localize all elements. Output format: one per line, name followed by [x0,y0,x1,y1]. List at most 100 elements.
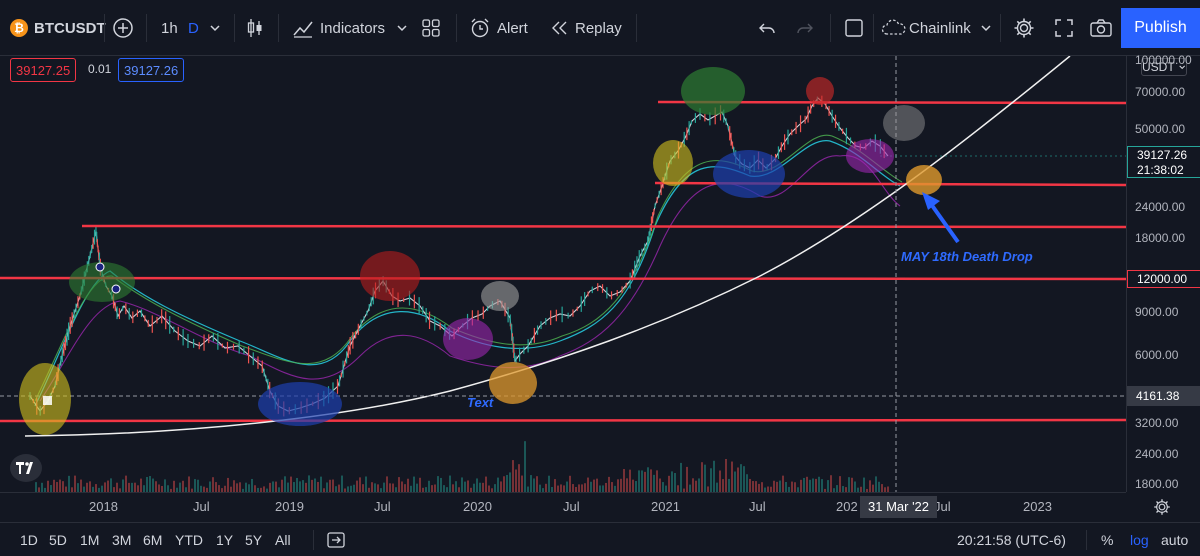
volume-bar [719,470,721,492]
volume-bar [800,479,802,492]
volume-bar [767,486,769,492]
replay-button[interactable]: Replay [550,0,622,56]
volume-bar [83,486,85,492]
volume-bar [536,476,538,492]
indicators-button[interactable]: Indicators [292,0,385,56]
range-all-button[interactable]: All [275,523,291,556]
tradingview-logo[interactable] [10,454,42,482]
arrow-shaft [929,202,960,244]
publish-button[interactable]: Publish [1121,8,1200,48]
volume-bar [380,488,382,492]
chart-settings-button[interactable] [1153,498,1171,521]
redo-button[interactable] [795,0,815,56]
price-tick: 24000.00 [1135,200,1186,214]
volume-bar [608,476,610,492]
symbol-search[interactable]: ₿ BTCUSDT [10,0,106,56]
compare-button[interactable] [112,0,134,56]
volume-bar [722,479,724,492]
settings-button[interactable] [1013,0,1035,56]
volume-bar [668,475,670,492]
death-drop-annotation[interactable]: MAY 18th Death Drop [901,249,1033,264]
range-1y-button[interactable]: 1Y [216,523,233,556]
indicators-icon [293,21,313,38]
layout-select-button[interactable] [844,0,864,56]
price-scale[interactable]: USDT 100000.00 70000.00 50000.00 24000.0… [1126,53,1200,492]
volume-bar [305,482,307,492]
range-5y-button[interactable]: 5Y [245,523,262,556]
chart-type-button[interactable] [245,0,265,56]
time-axis[interactable]: 2018 Jul 2019 Jul 2020 Jul 2021 Jul 202 … [0,492,1170,522]
price-tick: 1800.00 [1135,477,1179,491]
snapshot-button[interactable] [1089,0,1113,56]
time-tick: 2023 [1023,499,1052,514]
interval-1h-label: 1h [161,19,178,37]
volume-bar [71,487,73,492]
volume-bar [134,482,136,492]
interval-d-button[interactable]: D [188,0,199,56]
auto-scale-toggle[interactable]: auto [1161,523,1188,556]
fullscreen-button[interactable] [1054,0,1074,56]
current-price-tag: 39127.26 21:38:02 [1127,146,1200,178]
volume-bar [509,472,511,492]
indicators-label: Indicators [320,19,386,37]
volume-bar [146,476,148,492]
volume-bar [653,474,655,492]
log-scale-toggle[interactable]: log [1130,523,1149,556]
bid-price-box[interactable]: 39127.25 [10,58,77,82]
volume-bar [77,483,79,492]
chart-canvas[interactable]: MAY 18th Death Drop Text 39127.25 0.01 3… [0,56,1126,492]
range-label: All [275,532,291,548]
volume-bar [245,482,247,492]
top-toolbar: ₿ BTCUSDT 1h D Indicators Alert Replay [0,0,1200,56]
volume-bar [311,479,313,492]
range-3m-button[interactable]: 3M [112,523,131,556]
bitcoin-icon: ₿ [10,19,28,37]
range-ytd-button[interactable]: YTD [175,523,203,556]
volume-bar [518,464,520,492]
templates-button[interactable] [421,0,441,56]
volume-bar [185,487,187,492]
layout-grid-icon [422,19,440,37]
volume-bar [140,478,142,492]
interval-dropdown[interactable] [208,0,222,56]
volume-bar [233,480,235,492]
range-5d-button[interactable]: 5D [49,523,67,556]
volume-bar [605,482,607,492]
timezone-clock[interactable]: 20:21:58 (UTC-6) [957,523,1066,556]
volume-bar [62,481,64,492]
layout-dropdown[interactable] [979,0,993,56]
goto-date-button[interactable] [326,523,346,556]
range-1m-button[interactable]: 1M [80,523,99,556]
volume-bar [494,484,496,492]
volume-bar [584,483,586,492]
candlestick-icon [247,19,262,37]
chainlink-layout-button[interactable]: Chainlink [881,0,971,56]
text-annotation[interactable]: Text [467,395,494,410]
range-1d-button[interactable]: 1D [20,523,38,556]
alert-button[interactable]: Alert [469,0,528,56]
volume-bar [458,487,460,492]
volume-bar [545,483,547,492]
undo-button[interactable] [757,0,777,56]
currency-select[interactable]: USDT [1141,58,1187,76]
volume-bar [266,488,268,492]
volume-bar [758,483,760,492]
volume-bar [449,475,451,492]
volume-bar [677,485,679,492]
indicators-dropdown[interactable] [395,0,409,56]
highlight-purple-2022 [846,139,894,173]
volume-bar [392,483,394,492]
volume-bar [203,486,205,492]
volume-bar [365,476,367,492]
range-label: 5Y [245,532,263,548]
volume-bar [740,464,742,492]
volume-bar [614,485,616,492]
volume-bar [716,482,718,492]
interval-1h-button[interactable]: 1h [161,0,178,56]
chevron-down-icon [1178,64,1185,69]
percent-scale-toggle[interactable]: % [1101,523,1113,556]
ask-price-box[interactable]: 39127.26 [118,58,185,82]
chevron-down-icon [981,25,991,32]
range-6m-button[interactable]: 6M [143,523,162,556]
volume-bar [428,480,430,492]
